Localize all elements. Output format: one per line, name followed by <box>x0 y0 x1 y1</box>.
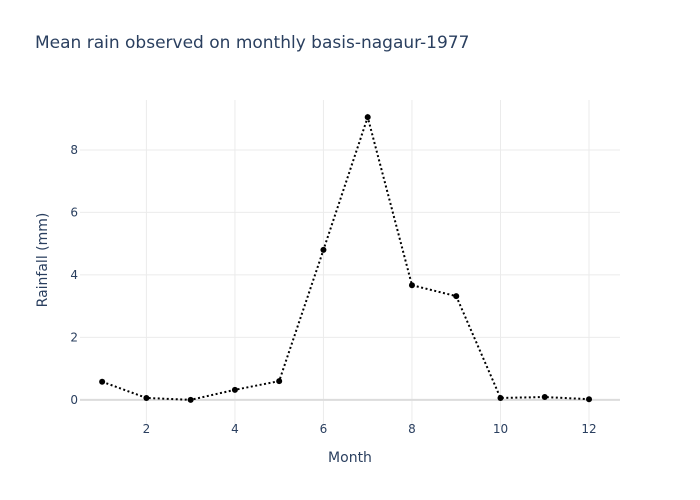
data-point <box>408 282 415 289</box>
data-point <box>320 246 327 253</box>
chart-title: Mean rain observed on monthly basis-naga… <box>35 33 470 53</box>
x-tick-label: 4 <box>231 422 239 436</box>
y-tick-label: 8 <box>70 143 78 157</box>
data-point <box>276 378 283 385</box>
x-tick-label: 2 <box>143 422 151 436</box>
x-tick-label: 12 <box>581 422 596 436</box>
data-point <box>99 378 106 385</box>
x-gridlines <box>145 100 590 427</box>
data-point <box>364 114 371 121</box>
x-tick-label: 10 <box>493 422 508 436</box>
data-point <box>187 396 194 403</box>
y-tick-label: 4 <box>70 268 78 282</box>
data-point <box>497 394 504 401</box>
x-tick-label: 8 <box>408 422 416 436</box>
series-line <box>101 113 590 401</box>
y-tick-label: 6 <box>70 205 78 219</box>
x-axis-ticks: 2 4 6 8 10 12 <box>143 422 597 436</box>
data-point <box>143 394 150 401</box>
y-tick-label: 0 <box>70 393 78 407</box>
series-layer <box>99 113 593 403</box>
data-point <box>541 394 548 401</box>
data-point <box>586 396 593 403</box>
data-point <box>453 293 460 300</box>
y-gridlines <box>80 149 620 401</box>
y-tick-label: 2 <box>70 330 78 344</box>
data-point <box>231 386 238 393</box>
x-tick-label: 6 <box>320 422 328 436</box>
y-axis-title: Rainfall (mm) <box>35 213 51 308</box>
y-axis-ticks: 0 2 4 6 8 <box>70 143 78 407</box>
x-axis-title: Month <box>328 450 372 466</box>
